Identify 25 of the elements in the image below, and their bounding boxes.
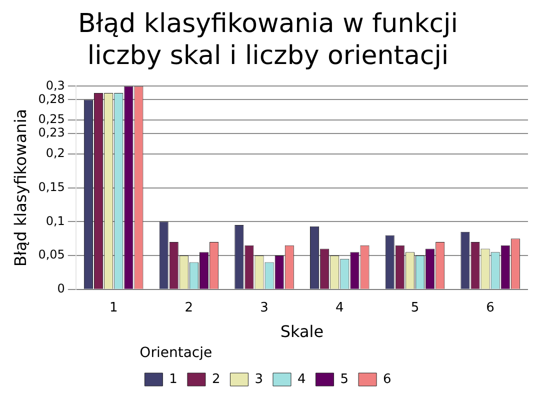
legend-label: 6 bbox=[383, 372, 392, 387]
y-tick-label: 0,3 bbox=[46, 78, 65, 92]
y-tick-label: 0,23 bbox=[38, 126, 65, 140]
y-tick-label: 0,15 bbox=[38, 180, 65, 194]
legend-label: 3 bbox=[254, 372, 264, 387]
y-tick-label: 0,1 bbox=[46, 214, 65, 228]
x-axis-title: Skale bbox=[280, 322, 324, 341]
y-tick-label: 0,25 bbox=[38, 112, 65, 126]
y-axis-title: Błąd klasyfikowania bbox=[10, 108, 30, 267]
x-tick-label: 3 bbox=[260, 300, 268, 316]
legend-title: Orientacje bbox=[140, 344, 212, 361]
legend-label: 4 bbox=[298, 372, 306, 387]
x-tick-label: 1 bbox=[109, 300, 118, 316]
x-tick-label: 5 bbox=[410, 300, 420, 316]
y-tick-label: 0,28 bbox=[38, 92, 65, 106]
x-tick-label: 4 bbox=[335, 300, 344, 316]
legend-label: 2 bbox=[212, 372, 220, 387]
x-tick-label: 6 bbox=[486, 300, 494, 316]
legend-label: 1 bbox=[169, 372, 178, 387]
x-tick-label: 2 bbox=[184, 300, 194, 316]
y-tick-label: 0 bbox=[57, 282, 65, 296]
chart-title: Błąd klasyfikowania w funkcji liczby skal i liczby orientacji bbox=[76, 8, 460, 72]
y-tick-label: 0,2 bbox=[46, 146, 65, 160]
y-tick-label: 0,05 bbox=[38, 248, 65, 262]
legend-label: 5 bbox=[340, 372, 349, 387]
